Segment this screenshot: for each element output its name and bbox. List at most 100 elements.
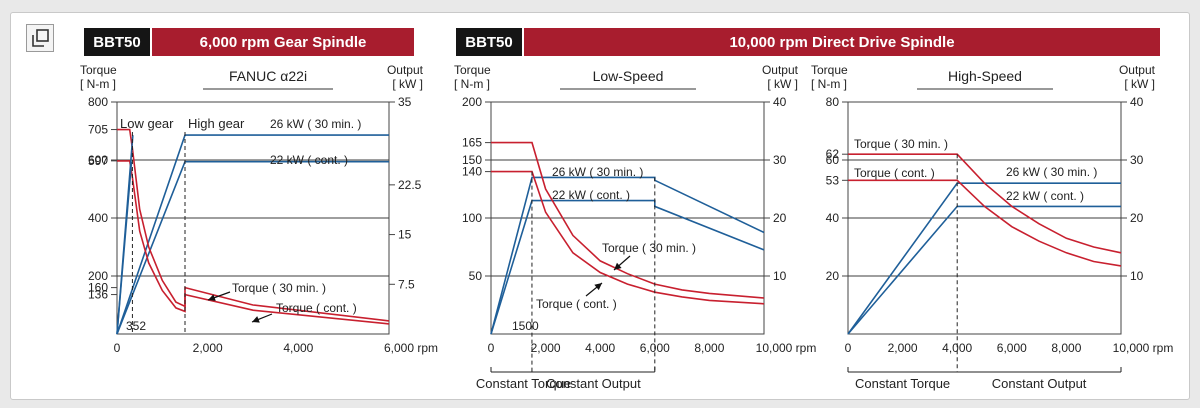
y-left-tick-label: 800 xyxy=(88,95,108,109)
y-left-tick-label: 62 xyxy=(826,147,840,161)
annotation-22kw: 22 kW ( cont. ) xyxy=(1006,189,1084,203)
y-right-title: Output xyxy=(762,63,799,77)
x-tick-label: 0 xyxy=(488,341,495,355)
annotation-torque-30: Torque ( 30 min. ) xyxy=(602,241,696,255)
y-right-tick-label: 10 xyxy=(773,269,787,283)
header-direct-drive: BBT50 10,000 rpm Direct Drive Spindle xyxy=(456,28,1160,56)
y-right-tick-label: 30 xyxy=(773,153,787,167)
y-left-tick-label: 100 xyxy=(462,211,482,225)
annotation-torque-cont: Torque ( cont. ) xyxy=(854,166,935,180)
arrow-torque-cont-head xyxy=(252,316,260,323)
annotation-torque-cont: Torque ( cont. ) xyxy=(536,297,617,311)
y-left-tick-label: 150 xyxy=(462,153,482,167)
y-left-tick-label: 160 xyxy=(88,281,108,295)
y-left-unit: [ N-m ] xyxy=(811,77,847,91)
y-left-tick-label: 60 xyxy=(826,153,840,167)
series-line-2 xyxy=(491,141,765,299)
x-annotation: 352 xyxy=(126,319,146,333)
y-left-tick-label: 600 xyxy=(88,153,108,167)
series-line-3 xyxy=(848,179,1122,267)
x-tick-label: 10,000 rpm xyxy=(756,341,817,355)
y-left-tick-label: 200 xyxy=(462,95,482,109)
y-right-tick-label: 40 xyxy=(773,95,787,109)
x-tick-label: 0 xyxy=(845,341,852,355)
x-tick-label: 8,000 xyxy=(1051,341,1081,355)
window-frame-icon xyxy=(26,24,54,52)
annotation-torque-30: Torque ( 30 min. ) xyxy=(232,281,326,295)
y-left-tick-label: 705 xyxy=(88,123,108,137)
y-right-tick-label: 20 xyxy=(773,211,787,225)
annotation-26kw: 26 kW ( 30 min. ) xyxy=(270,117,361,131)
y-left-unit: [ N-m ] xyxy=(454,77,490,91)
x-tick-label: 0 xyxy=(114,341,121,355)
y-right-unit: [ kW ] xyxy=(767,77,798,91)
chart-title: High-Speed xyxy=(948,68,1022,84)
y-left-title: Torque xyxy=(454,63,491,77)
series-line-2 xyxy=(117,128,390,322)
chart-title: FANUC α22i xyxy=(229,68,307,84)
y-right-unit: [ kW ] xyxy=(1124,77,1155,91)
x-tick-label: 4,000 xyxy=(942,341,972,355)
x-tick-label: 2,000 xyxy=(888,341,918,355)
series-line-2 xyxy=(848,153,1122,254)
series-line-1 xyxy=(847,205,1121,335)
x-tick-label: 4,000 xyxy=(585,341,615,355)
annotation-22kw: 22 kW ( cont. ) xyxy=(552,188,630,202)
x-tick-label: 6,000 xyxy=(997,341,1027,355)
y-left-title: Torque xyxy=(80,63,117,77)
y-right-tick-label: 40 xyxy=(1130,95,1144,109)
x-tick-label: 4,000 xyxy=(283,341,313,355)
x-tick-label: 10,000 rpm xyxy=(1113,341,1174,355)
y-left-tick-label: 597 xyxy=(88,154,108,168)
x-annotation: 1500 xyxy=(512,319,539,333)
y-left-tick-label: 80 xyxy=(826,95,840,109)
x-tick-label: 6,000 rpm xyxy=(384,341,438,355)
header-title: 10,000 rpm Direct Drive Spindle xyxy=(524,28,1160,56)
annotation-26kw: 26 kW ( 30 min. ) xyxy=(1006,165,1097,179)
y-left-tick-label: 53 xyxy=(826,173,840,187)
y-right-title: Output xyxy=(387,63,424,77)
x-tick-label: 8,000 xyxy=(694,341,724,355)
annotation-torque-cont: Torque ( cont. ) xyxy=(276,301,357,315)
low-gear-label: Low gear xyxy=(120,116,174,131)
arrow-torque-cont-head xyxy=(594,283,602,291)
y-right-tick-label: 15 xyxy=(398,228,412,242)
annotation-torque-30: Torque ( 30 min. ) xyxy=(854,137,948,151)
region-label-constant-output: Constant Output xyxy=(992,376,1087,391)
series-line-3 xyxy=(491,170,765,305)
header-tag: BBT50 xyxy=(456,28,522,56)
y-left-tick-label: 400 xyxy=(88,211,108,225)
y-right-unit: [ kW ] xyxy=(392,77,423,91)
y-right-tick-label: 10 xyxy=(1130,269,1144,283)
y-left-tick-label: 140 xyxy=(462,165,482,179)
y-right-tick-label: 7.5 xyxy=(398,277,415,291)
arrow-torque-30-head xyxy=(208,294,216,301)
y-right-tick-label: 30 xyxy=(1130,153,1144,167)
arrow-torque-30-head xyxy=(614,262,622,270)
series-line-lowgear-cont xyxy=(116,161,133,335)
header-gear-spindle: BBT50 6,000 rpm Gear Spindle xyxy=(84,28,414,56)
header-tag: BBT50 xyxy=(84,28,150,56)
y-left-tick-label: 50 xyxy=(469,269,483,283)
y-right-tick-label: 35 xyxy=(398,95,412,109)
header-title: 6,000 rpm Gear Spindle xyxy=(152,28,414,56)
x-tick-label: 2,000 xyxy=(193,341,223,355)
high-gear-label: High gear xyxy=(188,116,245,131)
y-left-tick-label: 40 xyxy=(826,211,840,225)
region-label-constant-torque: Constant Torque xyxy=(476,376,571,391)
y-right-tick-label: 22.5 xyxy=(398,178,422,192)
y-left-tick-label: 200 xyxy=(88,269,108,283)
region-label-constant-torque: Constant Torque xyxy=(855,376,950,391)
y-left-tick-label: 20 xyxy=(826,269,840,283)
y-left-tick-label: 136 xyxy=(88,288,108,302)
y-right-tick-label: 20 xyxy=(1130,211,1144,225)
y-left-unit: [ N-m ] xyxy=(80,77,116,91)
x-tick-label: 2,000 xyxy=(531,341,561,355)
series-line-3 xyxy=(117,160,390,325)
y-left-title: Torque xyxy=(811,63,848,77)
y-right-title: Output xyxy=(1119,63,1156,77)
annotation-22kw: 22 kW ( cont. ) xyxy=(270,153,348,167)
annotation-26kw: 26 kW ( 30 min. ) xyxy=(552,165,643,179)
region-label-constant-output: Constant Output xyxy=(546,376,641,391)
